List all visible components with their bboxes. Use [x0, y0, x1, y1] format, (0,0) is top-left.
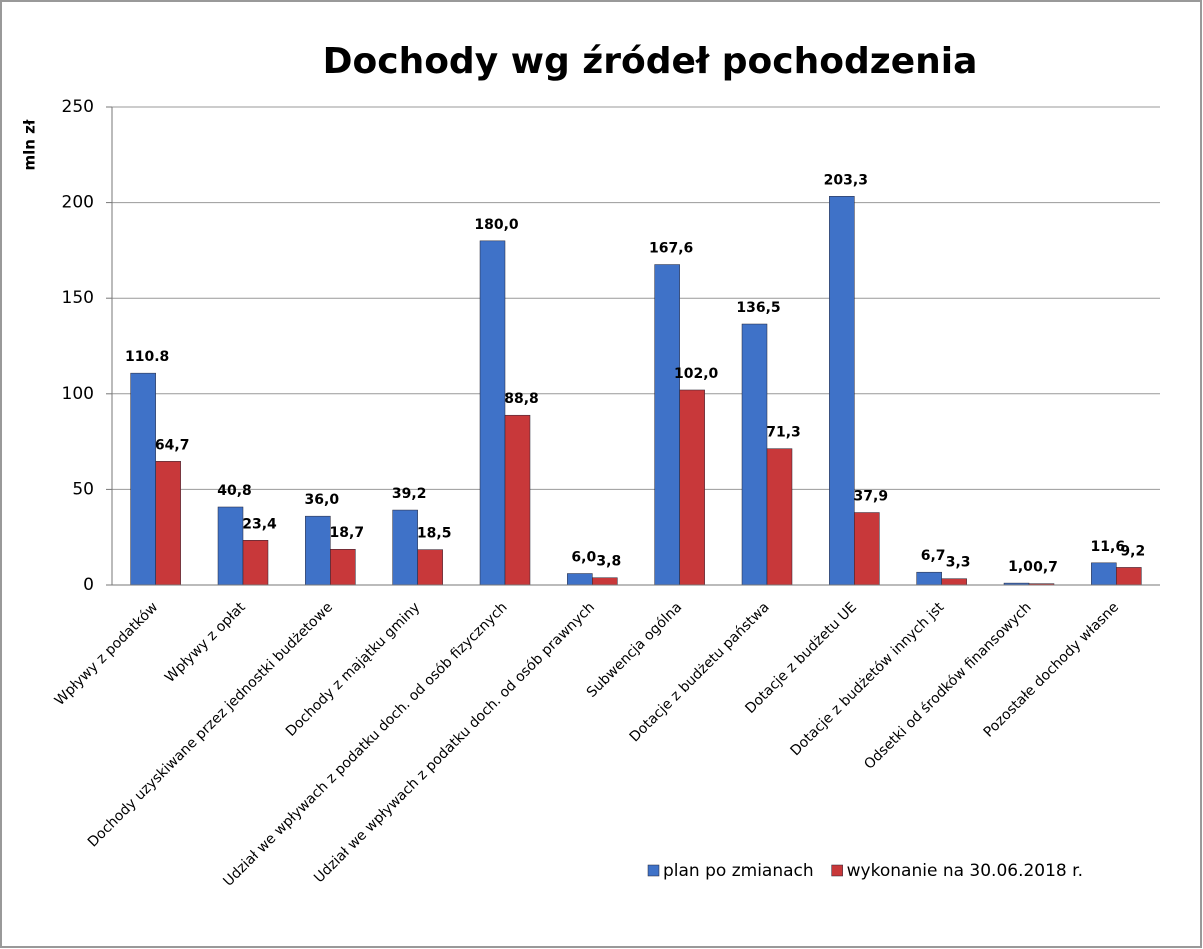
bar	[330, 548, 356, 586]
value-label: 39,2	[392, 486, 427, 502]
y-tick-label: 150	[62, 288, 94, 308]
value-label: 3,8	[596, 554, 621, 570]
value-label: 203,3	[824, 172, 868, 188]
value-label: 102,0	[674, 366, 719, 382]
value-label: 18,7	[330, 525, 365, 541]
bar	[741, 323, 768, 586]
bar	[854, 512, 880, 586]
value-label: 110.8	[125, 349, 169, 365]
bar	[242, 540, 269, 586]
bar	[417, 549, 443, 586]
bar	[130, 372, 156, 586]
bar	[941, 578, 967, 586]
bar	[766, 448, 793, 586]
value-label: 64,7	[155, 437, 190, 453]
value-label: 36,0	[305, 492, 340, 508]
value-label: 6,0	[571, 550, 596, 566]
bar	[1116, 567, 1142, 586]
y-axis-label: mln zł	[21, 119, 39, 170]
legend-label: plan po zmianach	[663, 861, 814, 881]
bar	[567, 573, 593, 586]
legend-swatch	[831, 864, 843, 877]
value-label: 136,5	[736, 300, 780, 316]
y-tick-label: 50	[72, 479, 94, 499]
bar	[155, 461, 181, 586]
y-tick-label: 0	[83, 575, 94, 595]
value-label: 180,0	[474, 217, 519, 233]
legend-label: wykonanie na 30.06.2018 r.	[847, 861, 1083, 881]
bar	[829, 196, 855, 586]
value-label: 167,6	[649, 241, 693, 257]
bar	[916, 571, 942, 586]
bar	[479, 240, 506, 586]
value-label: 3,3	[946, 555, 971, 571]
value-label: 88,8	[504, 391, 539, 407]
value-label: 71,3	[766, 425, 801, 441]
value-label: 23,4	[242, 516, 277, 532]
value-label: 18,5	[417, 526, 452, 542]
value-label: 11,6	[1091, 539, 1126, 555]
value-label: 6,7	[921, 548, 946, 564]
bar	[217, 506, 244, 586]
value-label: 9,2	[1120, 543, 1145, 559]
bar	[679, 389, 705, 586]
value-label: 0,7	[1033, 560, 1058, 576]
y-tick-label: 100	[62, 384, 94, 404]
bar	[305, 515, 331, 586]
legend-swatch	[647, 864, 660, 877]
bar	[504, 414, 531, 586]
value-label: 37,9	[854, 489, 889, 505]
value-label: 40,8	[217, 483, 252, 499]
bar	[592, 577, 618, 586]
bar	[654, 264, 680, 586]
value-label: 1,0	[1008, 559, 1033, 575]
chart-title: Dochody wg źródeł pochodzenia	[323, 41, 978, 82]
bar	[1091, 562, 1117, 586]
bar	[392, 509, 418, 586]
y-tick-label: 200	[62, 193, 94, 213]
y-tick-label: 250	[62, 97, 94, 117]
